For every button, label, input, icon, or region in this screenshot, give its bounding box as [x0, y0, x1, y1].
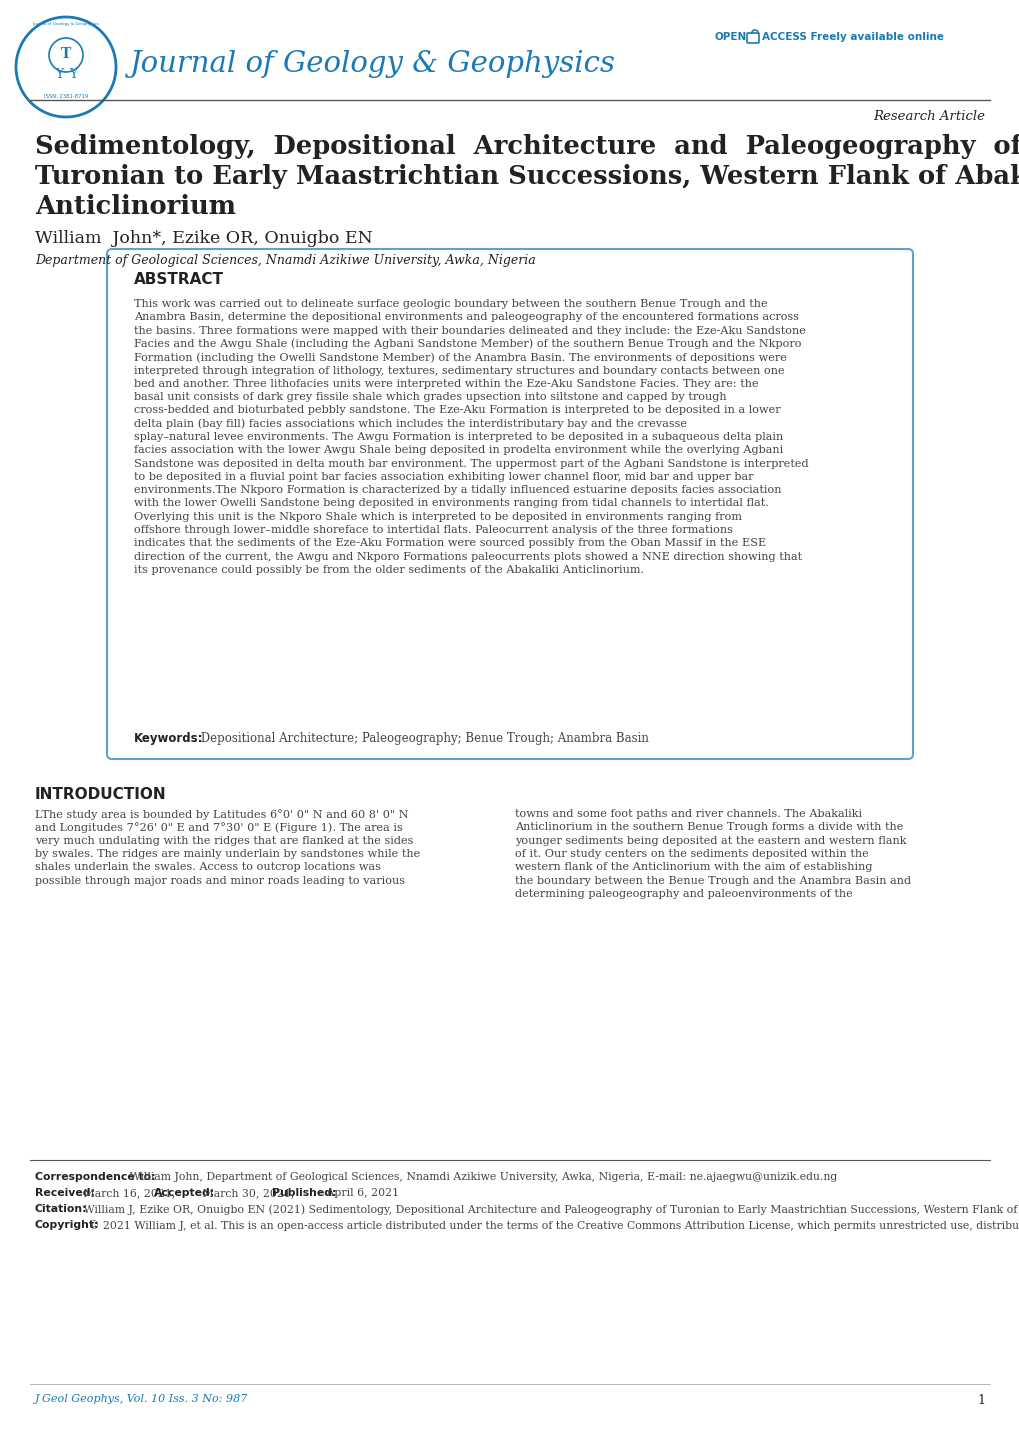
- Text: Anambra Basin, determine the depositional environments and paleogeography of the: Anambra Basin, determine the depositiona…: [133, 313, 798, 323]
- Text: its provenance could possibly be from the older sediments of the Abakaliki Antic: its provenance could possibly be from th…: [133, 565, 643, 575]
- Text: basal unit consists of dark grey fissile shale which grades upsection into silts: basal unit consists of dark grey fissile…: [133, 392, 726, 402]
- Text: 1: 1: [976, 1394, 984, 1407]
- Text: direction of the current, the Awgu and Nkporo Formations paleocurrents plots sho: direction of the current, the Awgu and N…: [133, 552, 801, 562]
- Text: very much undulating with the ridges that are flanked at the sides: very much undulating with the ridges tha…: [35, 835, 413, 845]
- FancyBboxPatch shape: [107, 249, 912, 758]
- Text: and Longitudes 7°26' 0" E and 7°30' 0" E (Figure 1). The area is: and Longitudes 7°26' 0" E and 7°30' 0" E…: [35, 822, 403, 833]
- Text: offshore through lower–middle shoreface to intertidal flats. Paleocurrent analys: offshore through lower–middle shoreface …: [133, 525, 733, 535]
- Text: environments.The Nkporo Formation is characterized by a tidally influenced estua: environments.The Nkporo Formation is cha…: [133, 485, 781, 495]
- Text: Sedimentology,  Depositional  Architecture  and  Paleogeography  of: Sedimentology, Depositional Architecture…: [35, 134, 1019, 159]
- Text: the boundary between the Benue Trough and the Anambra Basin and: the boundary between the Benue Trough an…: [515, 875, 910, 885]
- Text: with the lower Owelli Sandstone being deposited in environments ranging from tid: with the lower Owelli Sandstone being de…: [133, 499, 768, 509]
- Text: delta plain (bay fill) facies associations which includes the interdistributary : delta plain (bay fill) facies associatio…: [133, 418, 687, 430]
- Text: Correspondence to:: Correspondence to:: [35, 1172, 156, 1182]
- Text: possible through major roads and minor roads leading to various: possible through major roads and minor r…: [35, 875, 405, 885]
- Text: bed and another. Three lithofacies units were interpreted within the Eze-Aku San: bed and another. Three lithofacies units…: [133, 379, 758, 389]
- Text: Department of Geological Sciences, Nnamdi Azikiwe University, Awka, Nigeria: Department of Geological Sciences, Nnamd…: [35, 254, 535, 267]
- Text: towns and some foot paths and river channels. The Abakaliki: towns and some foot paths and river chan…: [515, 809, 861, 819]
- Text: determining paleogeography and paleoenvironments of the: determining paleogeography and paleoenvi…: [515, 888, 852, 898]
- Text: This work was carried out to delineate surface geologic boundary between the sou: This work was carried out to delineate s…: [133, 298, 767, 309]
- Text: William  John*, Ezike OR, Onuigbo EN: William John*, Ezike OR, Onuigbo EN: [35, 231, 372, 247]
- Text: Research Article: Research Article: [872, 110, 984, 123]
- Text: © 2021 William J, et al. This is an open-access article distributed under the te: © 2021 William J, et al. This is an open…: [86, 1220, 1019, 1231]
- Text: Accepted:: Accepted:: [154, 1188, 215, 1198]
- Text: shales underlain the swales. Access to outcrop locations was: shales underlain the swales. Access to o…: [35, 862, 380, 872]
- Text: LThe study area is bounded by Latitudes 6°0' 0" N and 60 8' 0" N: LThe study area is bounded by Latitudes …: [35, 809, 409, 820]
- Text: Depositional Architecture; Paleogeography; Benue Trough; Anambra Basin: Depositional Architecture; Paleogeograph…: [197, 733, 648, 746]
- Text: March 30, 2021,: March 30, 2021,: [199, 1188, 298, 1198]
- Text: to be deposited in a fluvial point bar facies association exhibiting lower chann: to be deposited in a fluvial point bar f…: [133, 472, 753, 482]
- Text: William J, Ezike OR, Onuigbo EN (2021) Sedimentology, Depositional Architecture : William J, Ezike OR, Onuigbo EN (2021) S…: [81, 1204, 1019, 1214]
- Text: T: T: [61, 48, 71, 61]
- Text: younger sediments being deposited at the eastern and western flank: younger sediments being deposited at the…: [515, 835, 906, 845]
- Text: the basins. Three formations were mapped with their boundaries delineated and th: the basins. Three formations were mapped…: [133, 326, 805, 336]
- Text: INTRODUCTION: INTRODUCTION: [35, 787, 166, 802]
- Text: Received:: Received:: [35, 1188, 95, 1198]
- Text: Anticlinorium: Anticlinorium: [35, 195, 235, 219]
- Text: Y: Y: [69, 69, 77, 82]
- Text: Journal of Geology & Geophysics: Journal of Geology & Geophysics: [129, 50, 615, 78]
- Text: ACCESS Freely available online: ACCESS Freely available online: [761, 32, 943, 42]
- Text: Overlying this unit is the Nkporo Shale which is interpreted to be deposited in : Overlying this unit is the Nkporo Shale …: [133, 512, 741, 522]
- Text: Formation (including the Owelli Sandstone Member) of the Anambra Basin. The envi: Formation (including the Owelli Sandston…: [133, 352, 786, 363]
- Text: Keywords:: Keywords:: [133, 733, 204, 746]
- Text: facies association with the lower Awgu Shale being deposited in prodelta environ: facies association with the lower Awgu S…: [133, 446, 783, 456]
- Text: William John, Department of Geological Sciences, Nnamdi Azikiwe University, Awka: William John, Department of Geological S…: [125, 1172, 837, 1182]
- Text: Y: Y: [55, 69, 63, 82]
- Text: interpreted through integration of lithology, textures, sedimentary structures a: interpreted through integration of litho…: [133, 365, 784, 375]
- Text: OPEN: OPEN: [714, 32, 747, 42]
- Text: Anticlinorium in the southern Benue Trough forms a divide with the: Anticlinorium in the southern Benue Trou…: [515, 822, 903, 832]
- Text: March 16, 2021,: March 16, 2021,: [81, 1188, 179, 1198]
- Text: splay–natural levee environments. The Awgu Formation is interpreted to be deposi: splay–natural levee environments. The Aw…: [133, 433, 783, 443]
- Text: Turonian to Early Maastrichtian Successions, Western Flank of Abakaliki: Turonian to Early Maastrichtian Successi…: [35, 164, 1019, 189]
- Text: by swales. The ridges are mainly underlain by sandstones while the: by swales. The ridges are mainly underla…: [35, 849, 420, 859]
- Text: April 6, 2021: April 6, 2021: [322, 1188, 398, 1198]
- Text: Copyright:: Copyright:: [35, 1220, 100, 1230]
- Text: Journal of Geology & Geophysics: Journal of Geology & Geophysics: [33, 22, 100, 26]
- Text: of it. Our study centers on the sediments deposited within the: of it. Our study centers on the sediment…: [515, 849, 868, 859]
- Text: western flank of the Anticlinorium with the aim of establishing: western flank of the Anticlinorium with …: [515, 862, 871, 872]
- Text: J Geol Geophys, Vol. 10 Iss. 3 No: 987: J Geol Geophys, Vol. 10 Iss. 3 No: 987: [35, 1394, 249, 1405]
- Text: Citation:: Citation:: [35, 1204, 88, 1214]
- Text: Facies and the Awgu Shale (including the Agbani Sandstone Member) of the souther: Facies and the Awgu Shale (including the…: [133, 339, 801, 349]
- Text: ISSN: 2381-8719: ISSN: 2381-8719: [44, 95, 88, 99]
- Text: indicates that the sediments of the Eze-Aku Formation were sourced possibly from: indicates that the sediments of the Eze-…: [133, 538, 765, 548]
- Text: Sandstone was deposited in delta mouth bar environment. The uppermost part of th: Sandstone was deposited in delta mouth b…: [133, 459, 808, 469]
- Text: cross-bedded and bioturbated pebbly sandstone. The Eze-Aku Formation is interpre: cross-bedded and bioturbated pebbly sand…: [133, 405, 780, 415]
- Text: ABSTRACT: ABSTRACT: [133, 273, 224, 287]
- Text: Published:: Published:: [272, 1188, 336, 1198]
